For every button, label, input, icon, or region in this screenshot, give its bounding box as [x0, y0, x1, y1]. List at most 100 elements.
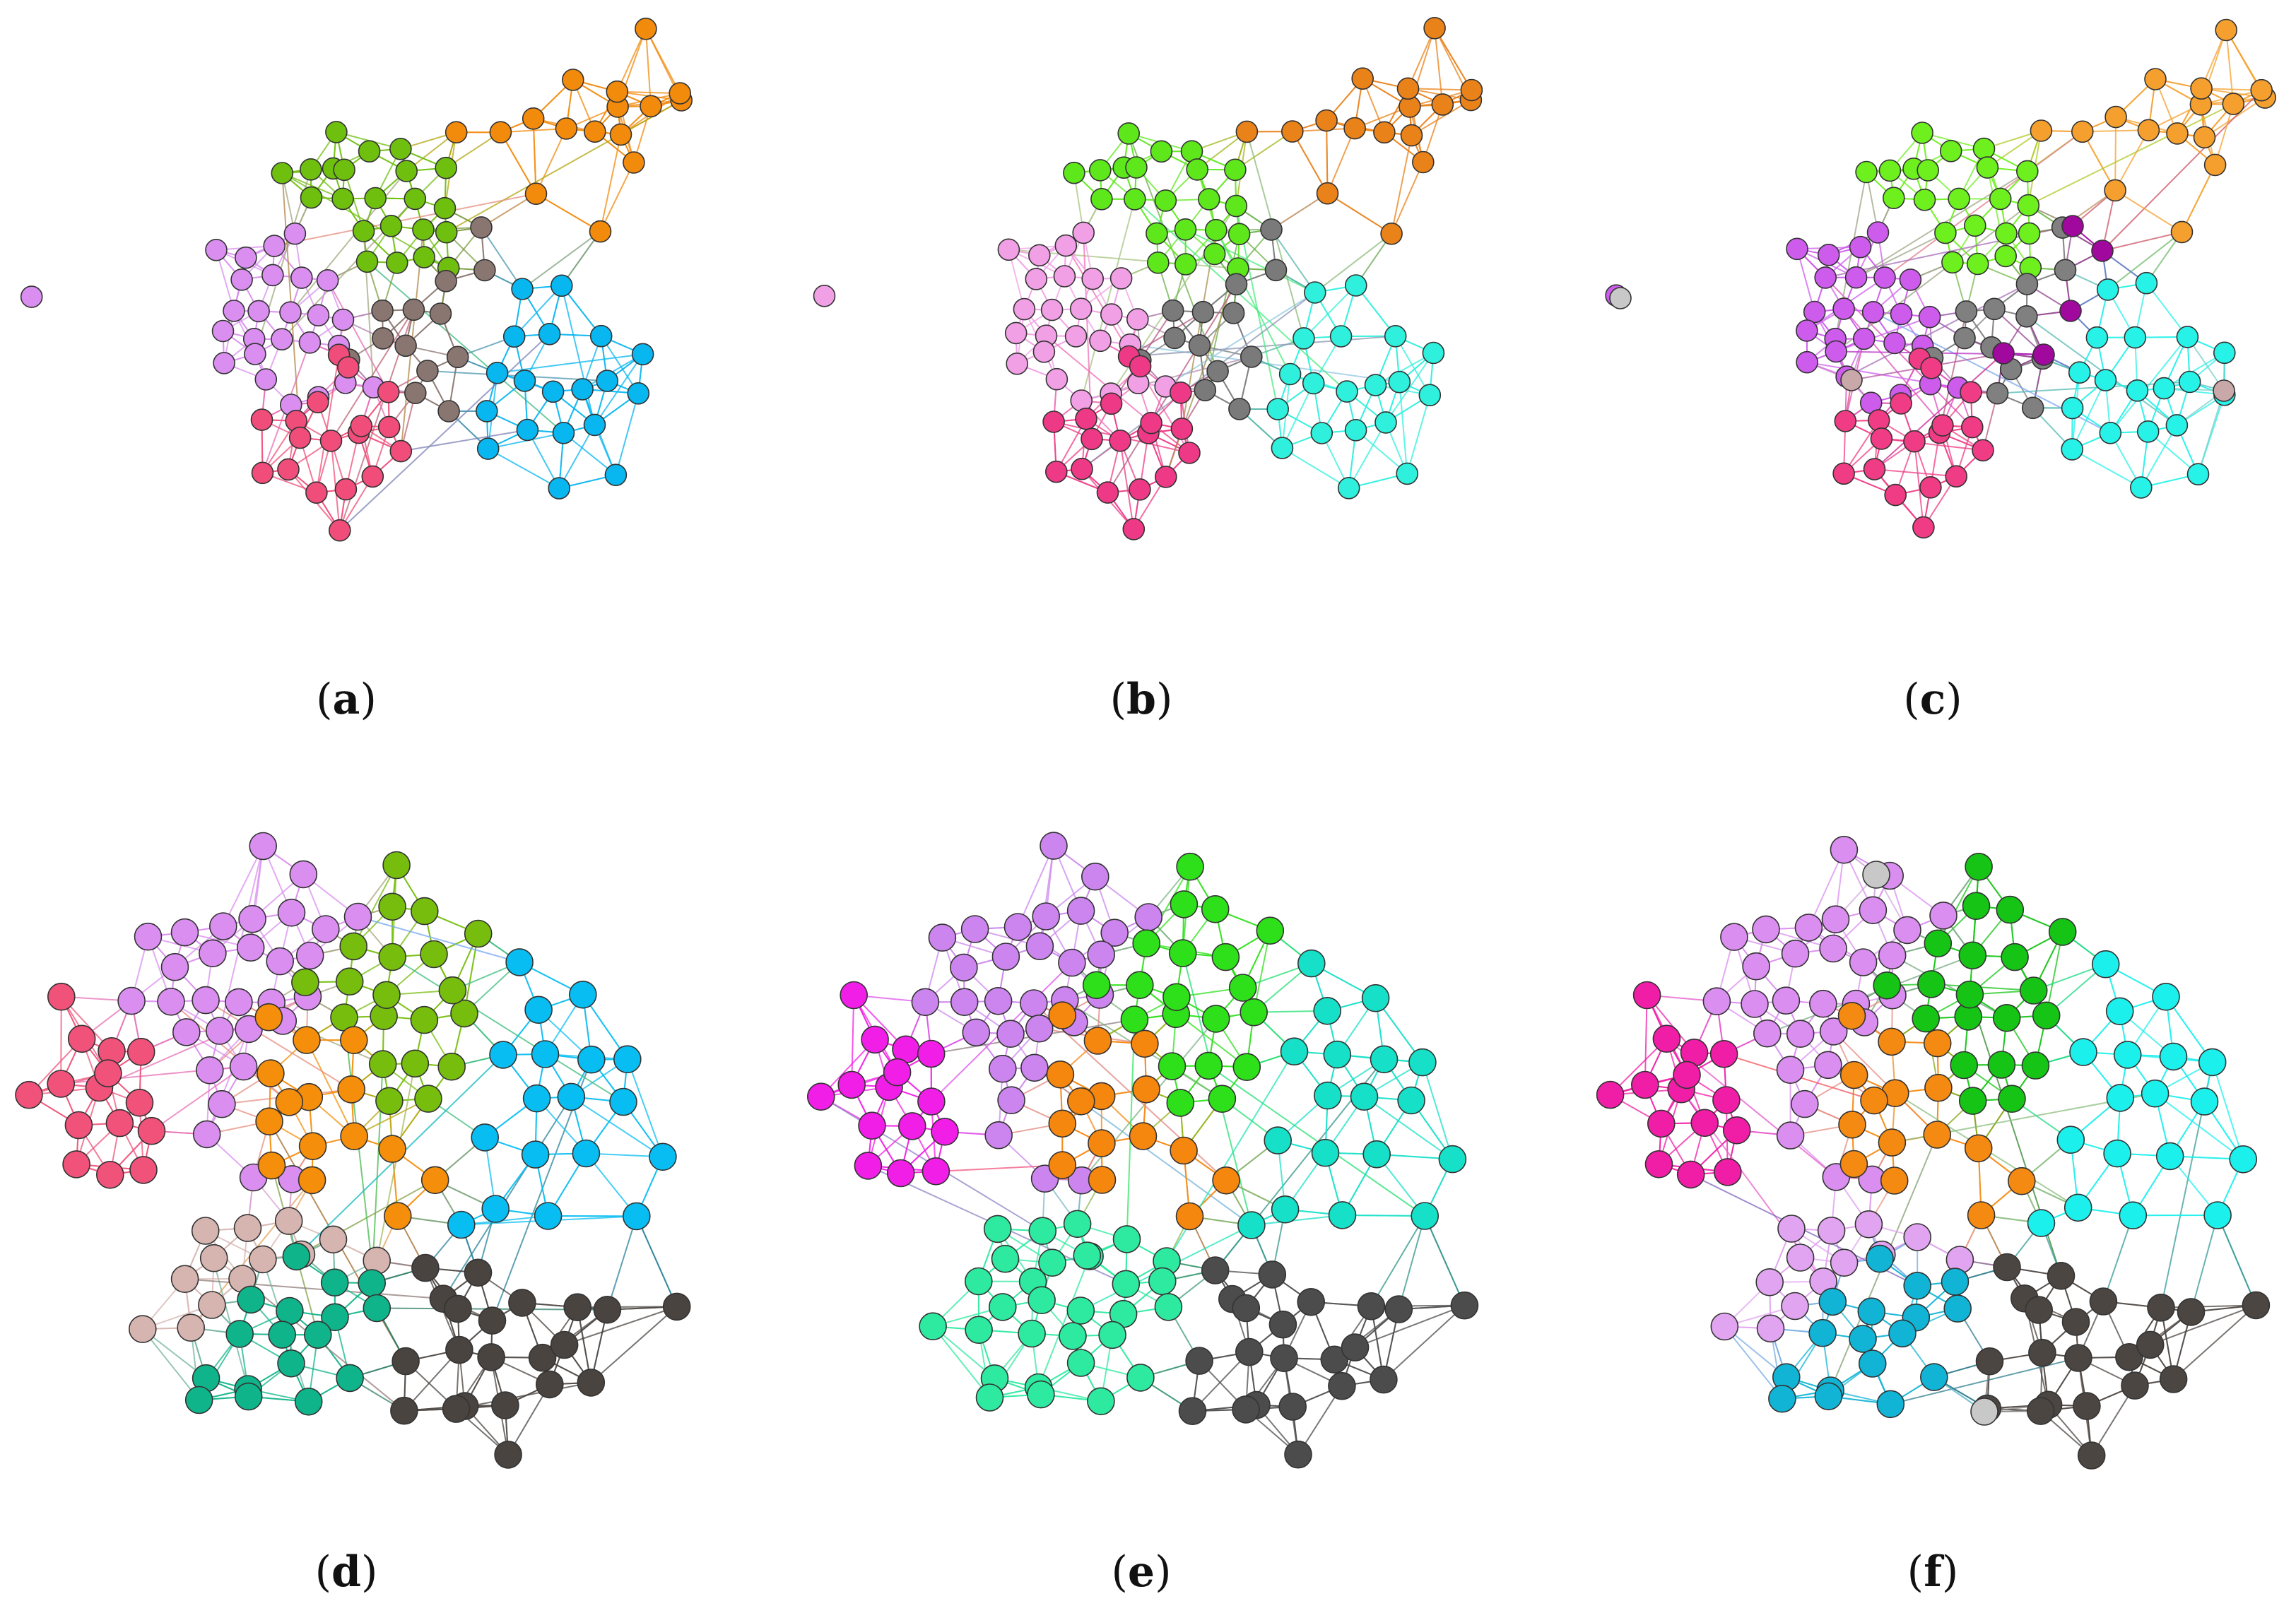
node-brown: [371, 327, 394, 350]
node-blue: [1314, 1081, 1342, 1110]
node-tan: [233, 1214, 262, 1242]
edge: [1994, 308, 2044, 355]
node-teal: [276, 1296, 304, 1325]
edge: [306, 1039, 355, 1137]
node-lilac: [1859, 896, 1888, 925]
node-pink: [250, 408, 273, 431]
node-blue: [2136, 420, 2160, 443]
node-pink: [336, 356, 360, 379]
edge: [1037, 1256, 1091, 1388]
node-green: [1170, 890, 1199, 918]
node-pink: [858, 1111, 886, 1140]
edge: [1363, 1096, 1453, 1160]
node-lilac: [1918, 305, 1941, 329]
node-pink: [840, 981, 868, 1010]
node-pink: [377, 380, 400, 403]
edge: [1385, 352, 1435, 423]
edge: [1355, 430, 1408, 475]
node-lilac: [1899, 268, 1922, 291]
node-lilac: [1020, 1053, 1049, 1082]
node-brown: [1163, 326, 1186, 350]
node-blue: [2069, 1038, 2097, 1066]
node-green: [1948, 187, 1970, 211]
node-pink: [886, 1159, 915, 1188]
node-orange: [1923, 1121, 1951, 1149]
node-blue: [1344, 418, 1367, 442]
node-grey: [1609, 287, 1632, 309]
node-tan: [1817, 1217, 1846, 1245]
node-blue: [505, 948, 534, 976]
node-lilac: [283, 222, 307, 245]
node-pink: [1109, 429, 1131, 452]
node-lilac: [1821, 905, 1850, 933]
node-pink: [1960, 381, 1982, 404]
edge: [1434, 28, 1444, 105]
edge: [2102, 231, 2182, 252]
node-orange: [2193, 126, 2216, 149]
edge: [2045, 931, 2064, 1016]
node-teal: [1126, 1364, 1155, 1392]
node-green: [333, 158, 355, 182]
node-tan: [1777, 1215, 1806, 1243]
node-lilac: [223, 300, 245, 322]
node-orange: [1964, 1134, 1993, 1163]
node-blue: [2176, 326, 2199, 348]
node-dark: [1258, 1260, 1287, 1289]
node-pink: [319, 430, 343, 452]
node-brown: [1222, 302, 1245, 324]
node-green: [420, 940, 448, 969]
edge-group-c: [1615, 29, 2266, 528]
node-green: [1224, 158, 1247, 182]
node-blue: [1388, 370, 1411, 394]
node-lilac: [235, 246, 257, 269]
node-dark: [411, 1253, 440, 1282]
node-brown: [1225, 273, 1248, 296]
node-pink: [1673, 1061, 1701, 1089]
node-green: [1154, 189, 1177, 212]
node-orange: [1460, 78, 1483, 102]
edge: [563, 432, 617, 475]
node-lilac: [1720, 923, 1748, 951]
node-blue: [521, 1140, 550, 1169]
node-teal: [1066, 1349, 1095, 1377]
node-brown: [1260, 218, 1283, 241]
edge: [366, 261, 565, 434]
node-orange: [1837, 1002, 1866, 1030]
node-blue: [2190, 1087, 2219, 1116]
node-lilac: [1069, 297, 1093, 321]
node-blue: [1329, 325, 1353, 348]
edge: [1724, 1325, 1783, 1400]
node-brown: [1955, 300, 1978, 323]
edge: [1644, 995, 1648, 1085]
node-pink: [917, 1087, 946, 1116]
node-orange: [1131, 1029, 1159, 1058]
node-brown: [1953, 326, 1976, 350]
node-brown: [1194, 379, 1217, 402]
node-green: [1964, 214, 1986, 237]
node-dark: [477, 1343, 505, 1371]
node-green: [339, 932, 368, 961]
node-lilac: [254, 368, 278, 391]
node-teal: [1857, 1297, 1886, 1325]
node-lilac: [1742, 952, 1770, 981]
node-teal: [1768, 1384, 1796, 1413]
node-pink: [1644, 1150, 1673, 1178]
edge: [2225, 29, 2263, 91]
node-blue: [2165, 414, 2189, 437]
edge: [1146, 866, 1191, 944]
node-green: [1201, 895, 1230, 923]
node-green: [1958, 941, 1987, 970]
edge: [1914, 441, 1924, 528]
node-dark: [1232, 1395, 1260, 1424]
node-green: [1912, 1004, 1940, 1033]
node-orange: [524, 182, 548, 206]
edge: [535, 193, 601, 232]
edge: [2225, 30, 2235, 105]
panel-label-d: (d): [315, 1547, 378, 1597]
node-blue: [1271, 437, 1294, 459]
node-dark: [442, 1395, 471, 1423]
node-lilac: [170, 918, 199, 947]
node-lilac: [1819, 1017, 1848, 1046]
edge: [626, 1058, 664, 1157]
node-purple: [2091, 240, 2114, 262]
